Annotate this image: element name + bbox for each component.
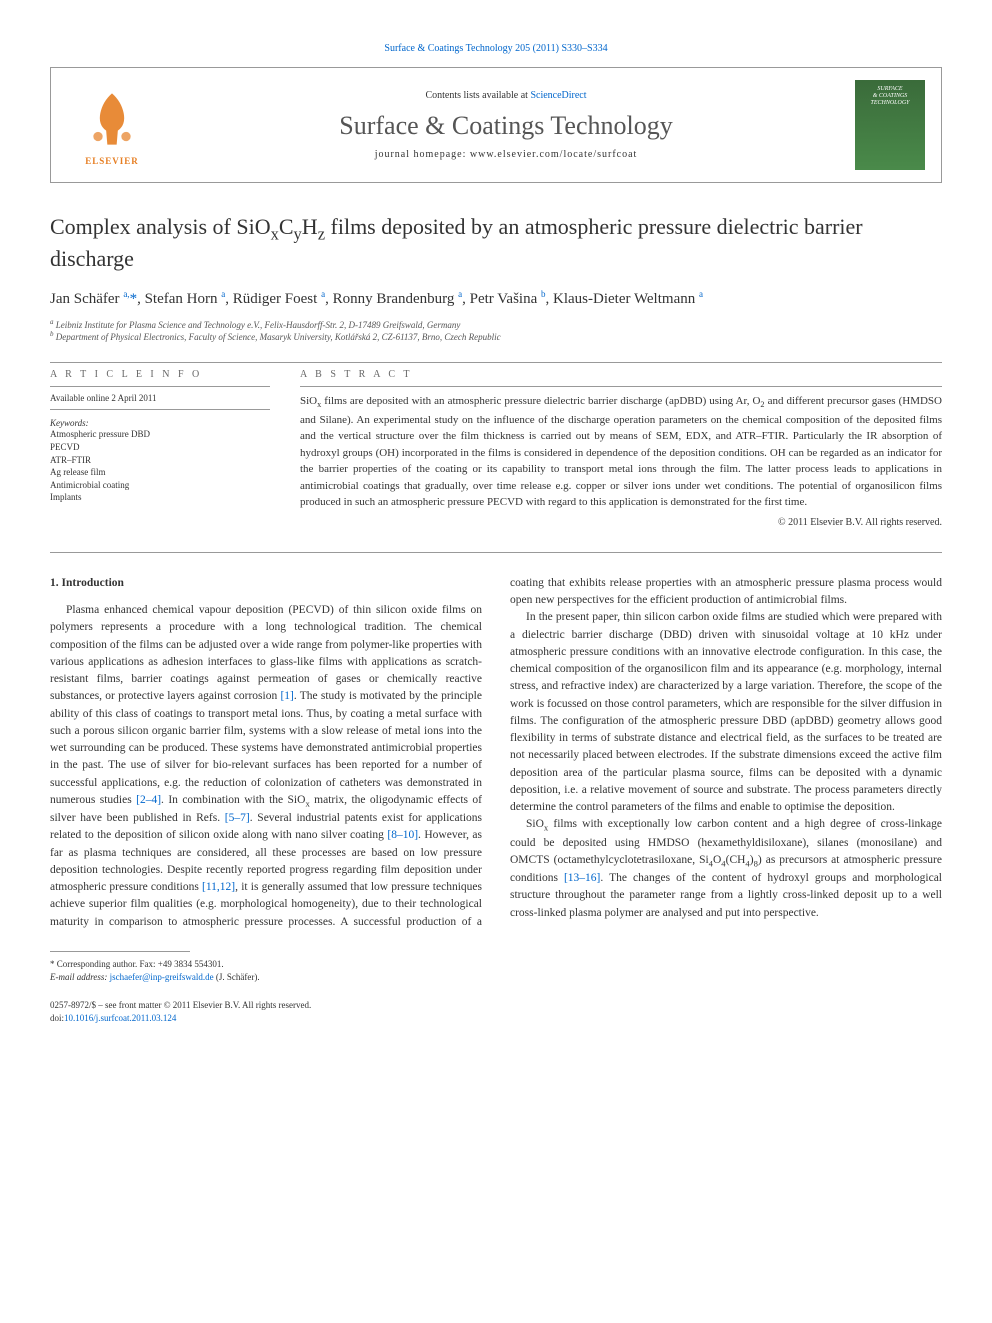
abstract-text: SiOx films are deposited with an atmosph… [300,393,942,511]
elsevier-tree-icon [77,84,147,154]
meta-abstract-row: A R T I C L E I N F O Available online 2… [50,369,942,528]
keyword: Ag release film [50,466,270,479]
available-online: Available online 2 April 2011 [50,393,270,403]
journal-homepage: journal homepage: www.elsevier.com/locat… [173,149,839,160]
homepage-prefix: journal homepage: [375,149,470,160]
cover-title-1: SURFACE [877,86,902,93]
keyword: ATR–FTIR [50,454,270,467]
divider [50,362,942,363]
affiliation-b: b Department of Physical Electronics, Fa… [50,330,942,342]
journal-cover-thumb: SURFACE & COATINGS TECHNOLOGY [855,80,925,170]
journal-header: ELSEVIER Contents lists available at Sci… [50,67,942,183]
bottom-metadata: 0257-8972/$ – see front matter © 2011 El… [50,999,942,1024]
divider [300,386,942,387]
divider [50,386,270,387]
divider [50,552,942,553]
journal-name: Surface & Coatings Technology [173,111,839,141]
elsevier-text: ELSEVIER [85,156,139,166]
abstract-column: A B S T R A C T SiOx films are deposited… [300,369,942,528]
contents-prefix: Contents lists available at [425,90,530,101]
corresponding-author: * Corresponding author. Fax: +49 3834 55… [50,958,942,971]
affiliation-a: a Leibniz Institute for Plasma Science a… [50,318,942,330]
doi-prefix: doi: [50,1013,64,1023]
section-heading: 1. Introduction [50,575,482,592]
keyword: Atmospheric pressure DBD [50,428,270,441]
abstract-heading: A B S T R A C T [300,369,942,380]
cover-title-2: & COATINGS [873,93,908,100]
doi-line: doi:10.1016/j.surfcoat.2011.03.124 [50,1012,942,1025]
keywords-label: Keywords: [50,418,270,428]
cover-title-3: TECHNOLOGY [870,100,909,107]
authors-list: Jan Schäfer a,*, Stefan Horn a, Rüdiger … [50,289,942,308]
footnote-separator [50,951,190,952]
divider [50,409,270,410]
page: Surface & Coatings Technology 205 (2011)… [0,0,992,1064]
elsevier-logo: ELSEVIER [67,80,157,170]
paragraph: In the present paper, thin silicon carbo… [510,609,942,816]
keywords-list: Atmospheric pressure DBD PECVD ATR–FTIR … [50,428,270,504]
sciencedirect-link[interactable]: ScienceDirect [530,90,586,101]
email-suffix: (J. Schäfer). [214,972,260,982]
email-label: E-mail address: [50,972,107,982]
homepage-url: www.elsevier.com/locate/surfcoat [470,149,637,160]
body-text: 1. Introduction Plasma enhanced chemical… [50,575,942,931]
author-email-link[interactable]: jschaefer@inp-greifswald.de [110,972,214,982]
top-journal-link: Surface & Coatings Technology 205 (2011)… [50,40,942,55]
keyword: Implants [50,491,270,504]
footnotes: * Corresponding author. Fax: +49 3834 55… [50,958,942,983]
keyword: PECVD [50,441,270,454]
journal-citation-link[interactable]: Surface & Coatings Technology 205 (2011)… [384,43,607,54]
article-info-column: A R T I C L E I N F O Available online 2… [50,369,270,528]
affiliations: a Leibniz Institute for Plasma Science a… [50,318,942,342]
front-matter: 0257-8972/$ – see front matter © 2011 El… [50,999,942,1012]
paragraph: SiOx films with exceptionally low carbon… [510,816,942,921]
email-line: E-mail address: jschaefer@inp-greifswald… [50,971,942,984]
header-center: Contents lists available at ScienceDirec… [173,90,839,160]
doi-link[interactable]: 10.1016/j.surfcoat.2011.03.124 [64,1013,176,1023]
keyword: Antimicrobial coating [50,479,270,492]
article-info-heading: A R T I C L E I N F O [50,369,270,380]
article-title: Complex analysis of SiOxCyHz films depos… [50,213,942,273]
contents-line: Contents lists available at ScienceDirec… [173,90,839,101]
abstract-copyright: © 2011 Elsevier B.V. All rights reserved… [300,517,942,528]
